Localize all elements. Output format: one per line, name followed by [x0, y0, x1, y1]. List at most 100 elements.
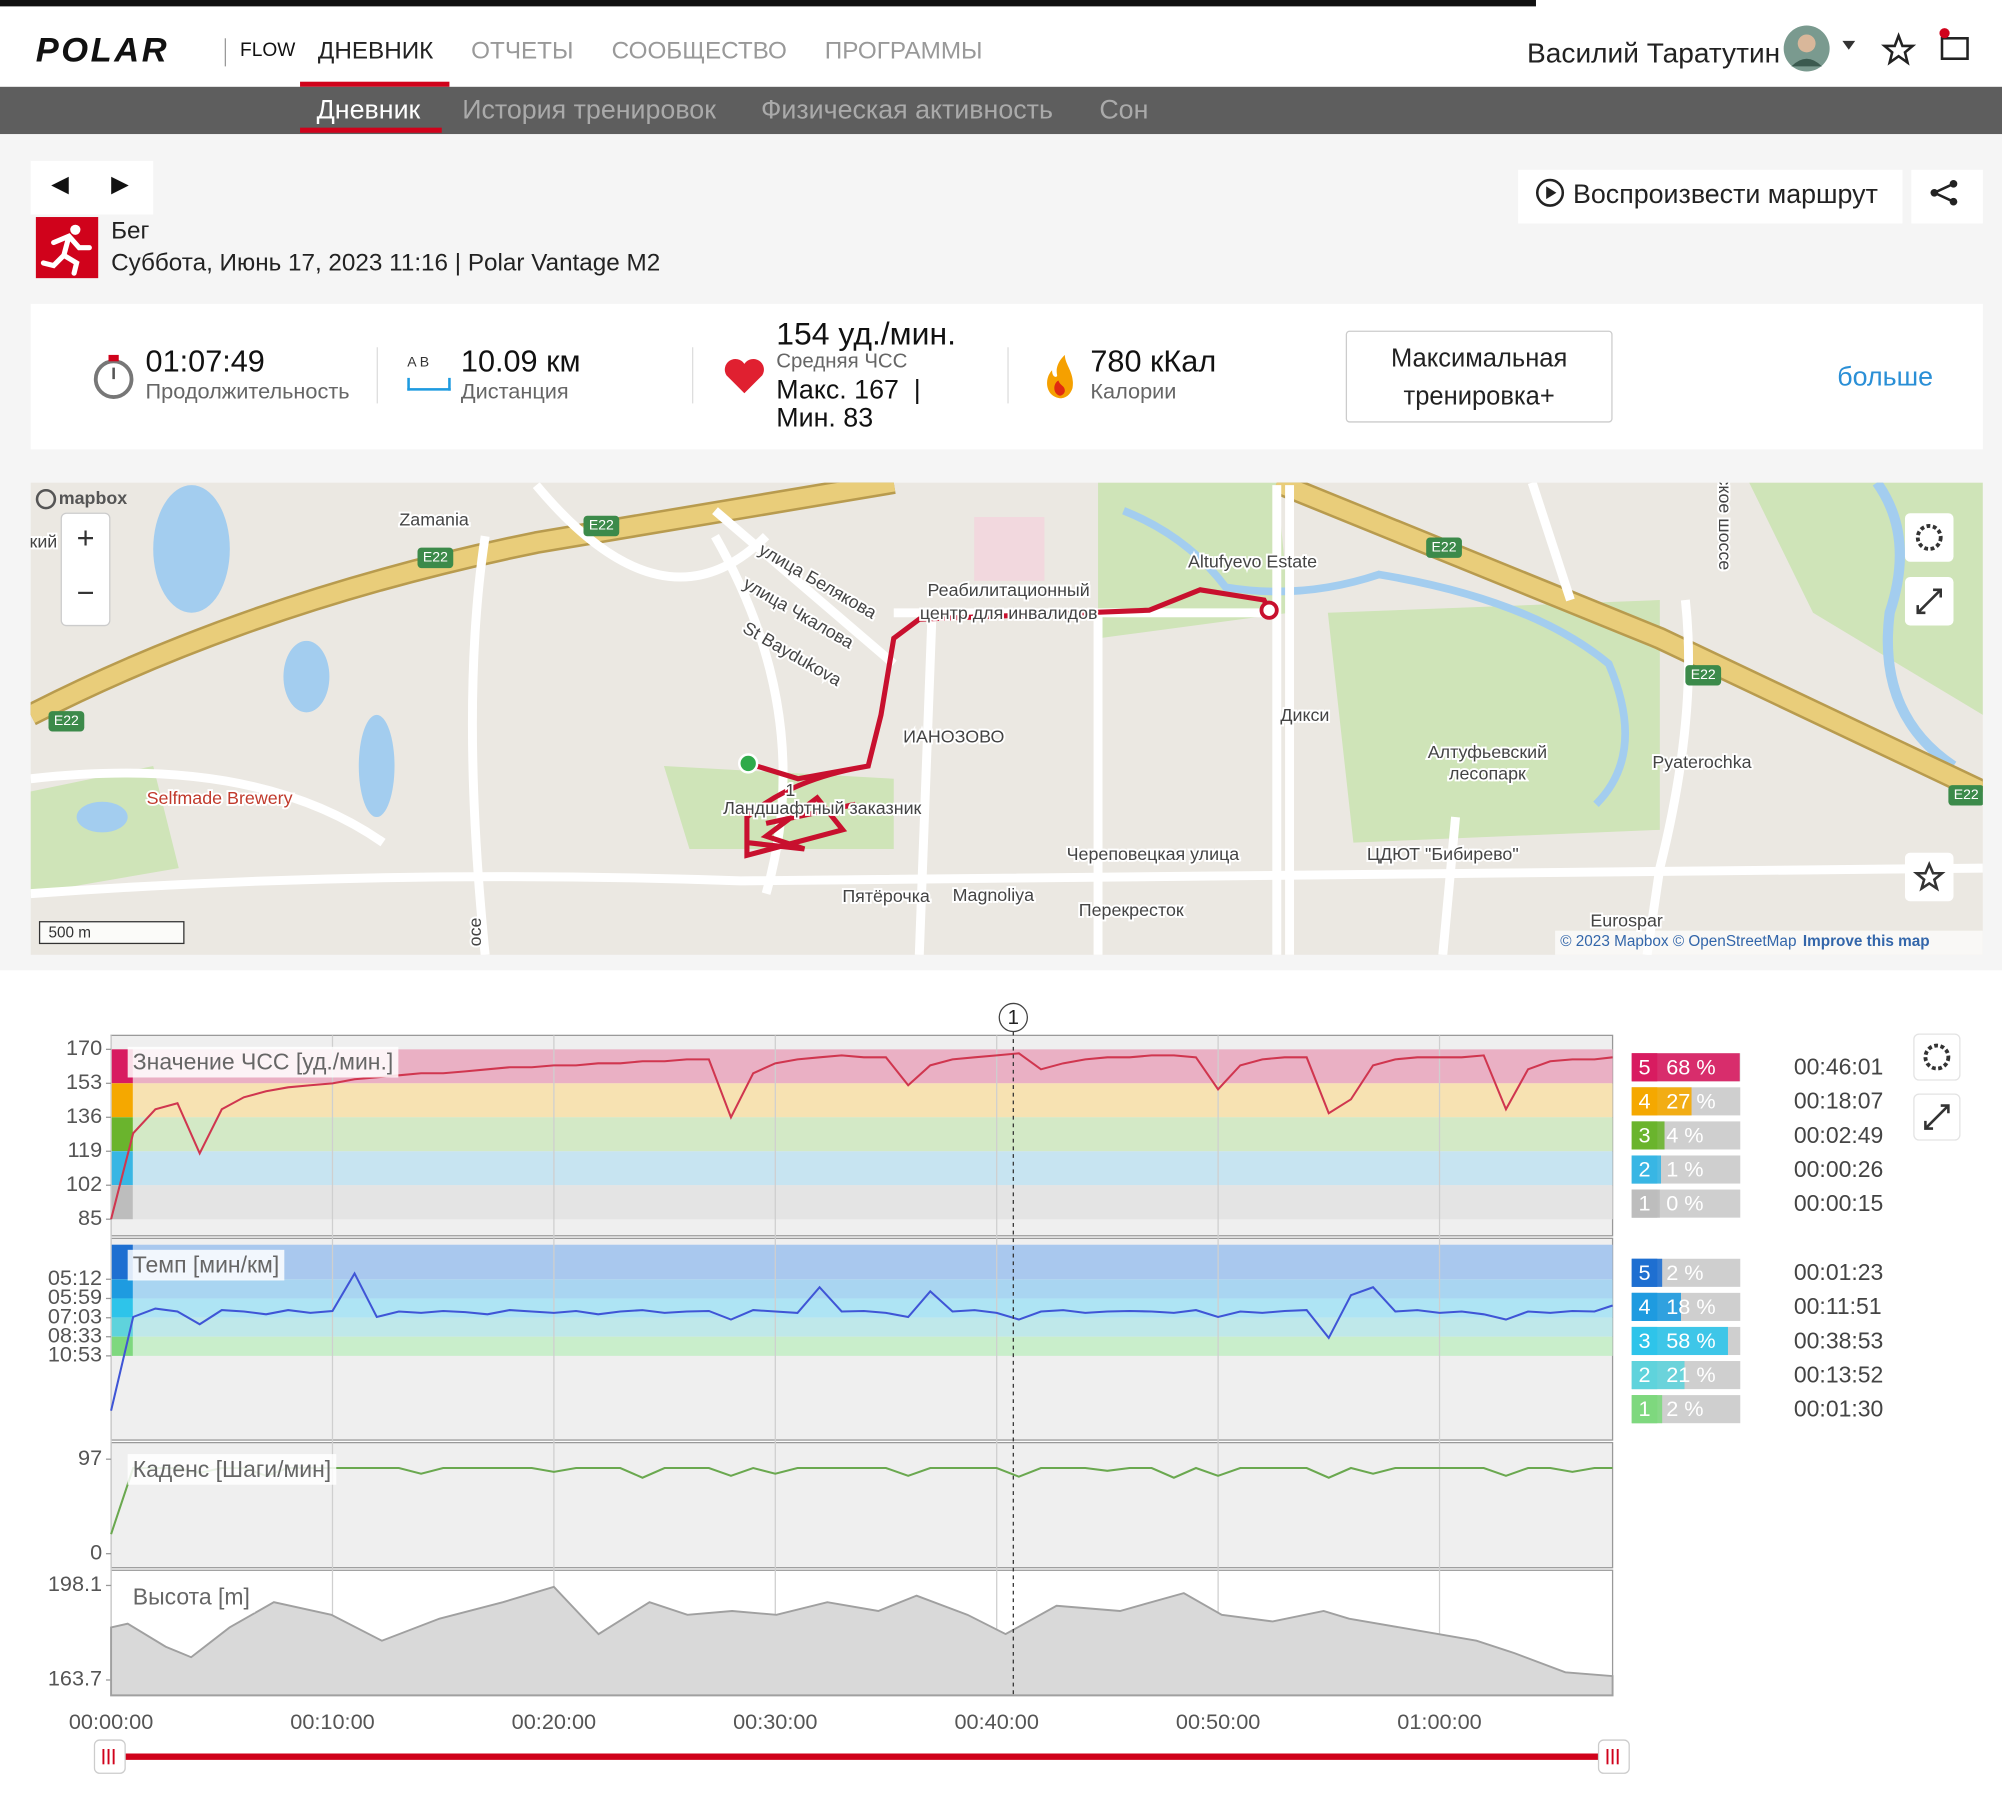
route-end — [1259, 600, 1279, 620]
zone-strip — [111, 1083, 133, 1118]
more-link[interactable]: больше — [1837, 362, 1934, 392]
flow: FLOW — [240, 39, 296, 62]
lake — [283, 640, 330, 713]
river — [1122, 507, 1629, 807]
road — [532, 482, 770, 582]
sport-icon — [35, 217, 99, 279]
sub-tab[interactable]: История тренировок — [462, 95, 716, 126]
shield — [1685, 665, 1722, 686]
training-benefit[interactable]: Максимальная тренировка+ — [1345, 330, 1613, 423]
y-tick-label: 05:59 — [48, 1284, 102, 1309]
distance-icon: A B — [407, 354, 430, 371]
sub-tab[interactable]: Физическая активность — [760, 95, 1053, 126]
top-nav — [0, 0, 2002, 87]
zoom-out[interactable]: − — [77, 576, 95, 610]
lake — [358, 714, 395, 818]
map-label: Zamania — [399, 510, 469, 530]
zone-number: 3 — [1638, 1328, 1650, 1353]
map-button[interactable] — [1904, 513, 1954, 562]
zone-percent: 4 % — [1666, 1122, 1703, 1147]
tab[interactable]: ДНЕВНИК — [317, 38, 434, 66]
x-tick-label: 00:40:00 — [954, 1709, 1038, 1734]
expand — [1916, 588, 1942, 615]
y-tick-label: 198.1 — [48, 1571, 102, 1596]
zone-number-box — [1631, 1121, 1658, 1150]
zone-strip — [111, 1279, 133, 1299]
x-tick-label: 00:30:00 — [733, 1709, 817, 1734]
road — [467, 535, 490, 955]
zoom-box — [60, 512, 111, 627]
sub-tab[interactable]: Дневник — [316, 95, 421, 126]
min-hr: Мин. 83 — [776, 403, 874, 433]
lake — [153, 485, 230, 613]
lap-label: 1 — [1008, 1007, 1019, 1029]
map-label: осе — [465, 917, 485, 946]
distance-label: Дистанция — [460, 379, 569, 404]
scale-bar — [38, 921, 185, 945]
top-strip — [0, 0, 1536, 7]
map-label: E22 — [1432, 538, 1457, 554]
share-button[interactable] — [1911, 169, 1983, 224]
avg-hr: 154 уд./мин. — [776, 316, 956, 353]
map-label: 1 — [785, 780, 795, 800]
shield — [1426, 537, 1462, 558]
logo[interactable]: POLAR — [35, 30, 170, 69]
map-label: Magnoliya — [953, 885, 1034, 905]
scale-label: 500 m — [49, 924, 92, 941]
zone-percent: 1 % — [1666, 1157, 1703, 1182]
sport: Бег — [111, 218, 150, 246]
map-label: кий — [30, 531, 58, 551]
zone-number-box — [1631, 1053, 1658, 1082]
road — [1438, 816, 1460, 955]
prev-button[interactable]: ◀ — [51, 171, 69, 197]
y-tick-label: 163.7 — [48, 1666, 102, 1691]
duration: 01:07:49 — [145, 344, 265, 380]
attribution-bg — [1555, 930, 1983, 955]
duration-label: Продолжительность — [145, 379, 350, 404]
shield — [417, 547, 454, 569]
map-label: E22 — [1954, 786, 1979, 802]
zoom-in[interactable]: + — [77, 521, 95, 555]
zone-number-box — [1631, 1292, 1658, 1321]
map-label: Pyaterochka — [1652, 752, 1751, 772]
zone-percent: 0 % — [1666, 1191, 1703, 1216]
attribution-text[interactable]: © 2023 Mapbox © OpenStreetMap — [1560, 933, 1796, 950]
range-handle[interactable] — [1597, 1739, 1630, 1774]
sub-nav — [0, 86, 2002, 135]
zone-strip — [111, 1336, 133, 1356]
nav-icons — [1783, 25, 1969, 72]
zone-time: 00:00:15 — [1794, 1190, 1883, 1216]
zone-band — [111, 1185, 1613, 1220]
zone-number: 5 — [1638, 1260, 1650, 1285]
chart-button[interactable] — [1913, 1033, 1961, 1081]
distance: 10.09 км — [460, 344, 581, 380]
improve-link[interactable]: Improve this map — [1803, 933, 1930, 950]
zone-band — [111, 1151, 1613, 1186]
user-name[interactable]: Василий Таратутин — [1527, 37, 1781, 69]
zone-number: 1 — [1638, 1191, 1650, 1216]
y-tick-label: 0 — [90, 1539, 102, 1564]
map-button[interactable] — [1904, 852, 1954, 902]
y-tick-label: 102 — [66, 1171, 102, 1196]
hospital — [974, 517, 1045, 581]
zone-time: 00:46:01 — [1794, 1054, 1883, 1080]
y-tick-label: 10:53 — [48, 1342, 102, 1367]
tab[interactable]: ОТЧЕТЫ — [471, 38, 574, 66]
tab[interactable]: ПРОГРАММЫ — [824, 38, 983, 66]
replay-button[interactable] — [1518, 169, 1903, 224]
replay-label: Воспроизвести маршрут — [1573, 180, 1878, 210]
next-button[interactable]: ▶ — [111, 171, 129, 197]
sub-tab[interactable]: Сон — [1099, 95, 1149, 126]
zone-time: 00:11:51 — [1794, 1293, 1882, 1319]
y-tick-label: 05:12 — [48, 1265, 102, 1290]
x-tick-label: 00:20:00 — [512, 1709, 596, 1734]
arrow-buttons — [30, 160, 154, 215]
tab[interactable]: СООБЩЕСТВО — [611, 38, 787, 66]
range-handle[interactable] — [93, 1739, 126, 1774]
route-start — [737, 753, 759, 774]
panel-title: Высота [m] — [133, 1583, 250, 1609]
map-label: ское шоссе — [1715, 477, 1735, 571]
